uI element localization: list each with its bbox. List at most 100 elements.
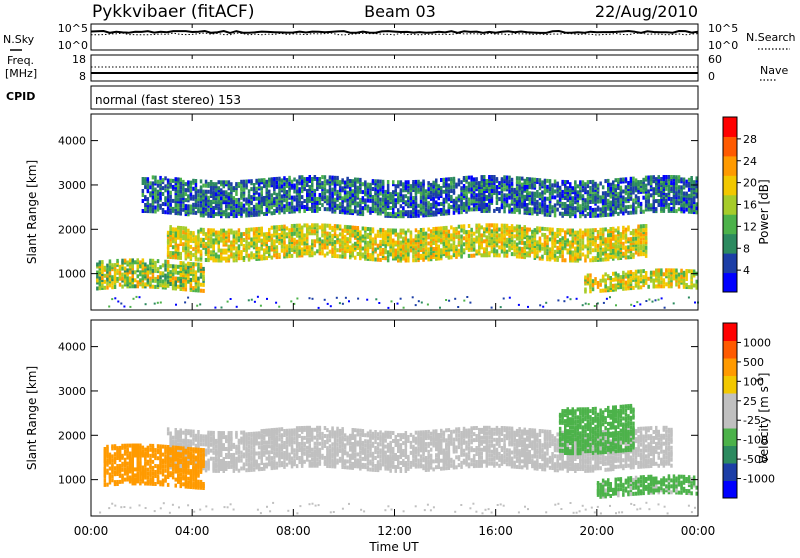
heatmap-cell [372,195,375,199]
heatmap-cell [642,244,645,248]
heatmap-cell [526,185,529,189]
heatmap-cell [678,185,681,189]
heatmap-cell [432,197,435,201]
heatmap-cell [169,270,172,274]
heatmap-cell [324,175,327,179]
heatmap-cell [180,287,183,291]
heatmap-cell [169,241,172,245]
heatmap-cell [572,259,575,263]
heatmap-cell [202,275,205,279]
heatmap-cell [463,228,466,232]
heatmap-cell [640,250,643,254]
heatmap-cell [397,192,400,196]
heatmap-cell [169,225,172,229]
heatmap-cell [212,232,215,236]
heatmap-cell [278,211,281,215]
heatmap-cell [493,179,496,183]
heatmap-cell [415,196,418,200]
heatmap-cell [182,226,185,230]
heatmap-cell [185,182,188,186]
heatmap-cell [293,228,296,232]
heatmap-cell [642,196,645,200]
heatmap-cell [564,208,567,212]
heatmap-cell [640,244,643,248]
heatmap-cell [253,241,256,245]
heatmap-cell [309,231,312,235]
freq-label-line1: Freq. [7,54,34,67]
heatmap-cell [584,198,587,202]
heatmap-cell [301,175,304,179]
heatmap-cell [569,200,572,204]
heatmap-cell [121,285,124,289]
heatmap-cell [670,187,673,191]
heatmap-cell [539,257,542,261]
heatmap-cell [253,183,256,187]
heatmap-cell [625,177,628,181]
heatmap-cell [690,269,693,273]
heatmap-cell [164,196,167,200]
heatmap-cell [478,232,481,236]
heatmap-cell [177,244,180,248]
heatmap-cell [680,185,683,189]
heatmap-cell [352,189,355,193]
heatmap-cell [169,179,172,183]
heatmap-cell [589,283,592,287]
heatmap-cell [124,267,127,271]
heatmap-cell [185,198,188,202]
heatmap-cell [448,197,451,201]
heatmap-cell [650,175,653,179]
heatmap-cell [549,195,552,199]
heatmap-cell [187,270,190,274]
heatmap-cell [273,229,276,233]
heatmap-cell [673,181,676,185]
heatmap-cell [481,209,484,213]
heatmap-cell [154,176,157,180]
heatmap-cell [240,186,243,190]
heatmap-cell [185,204,188,208]
heatmap-cell [561,180,564,184]
heatmap-cell [306,183,309,187]
heatmap-cell [117,301,119,303]
heatmap-cell [167,268,170,272]
heatmap-cell [402,237,405,241]
heatmap-cell [382,208,385,212]
heatmap-cell [678,207,681,211]
heatmap-cell [564,234,567,238]
heatmap-cell [511,252,514,256]
heatmap-cell [180,204,183,208]
heatmap-cell [324,195,327,199]
heatmap-cell [288,254,291,258]
heatmap-cell [223,180,226,184]
heatmap-cell [470,188,473,192]
heatmap-cell [207,254,210,258]
heatmap-cell [592,287,595,291]
heatmap-cell [513,240,516,244]
heatmap-cell [400,253,403,257]
nsearch-label: N.Search [746,31,796,44]
nsky-label: N.Sky [3,33,35,46]
heatmap-cell [301,185,304,189]
heatmap-cell [154,277,157,281]
heatmap-cell [604,179,607,183]
heatmap-cell [496,227,499,231]
heatmap-cell [271,177,274,181]
heatmap-cell [387,188,390,192]
heatmap-cell [625,228,628,232]
heatmap-cell [293,196,296,200]
heatmap-cell [283,182,286,186]
heatmap-cell [205,184,208,188]
heatmap-cell [544,185,547,189]
heatmap-cell [311,205,314,209]
heatmap-cell [220,255,223,259]
heatmap-cell [210,256,213,260]
heatmap-cell [597,214,600,218]
heatmap-cell [470,207,473,211]
heatmap-cell [645,271,648,275]
heatmap-cell [622,196,625,200]
heatmap-cell [271,242,274,246]
heatmap-cell [584,186,587,190]
heatmap-cell [291,224,294,228]
beam-title: Beam 03 [364,2,436,21]
heatmap-cell [673,209,676,213]
heatmap-cell [529,197,532,201]
